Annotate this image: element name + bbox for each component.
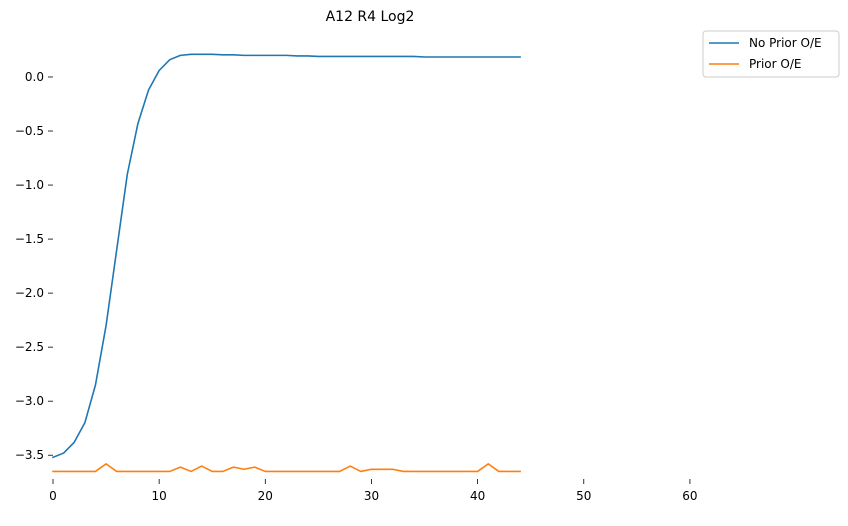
x-tick-label: 10 bbox=[152, 489, 167, 503]
y-axis: 0.0 −0.5 −1.0 −1.5 −2.0 −2.5 −3.0 −3.5 bbox=[15, 70, 53, 462]
y-tick-label: 0.0 bbox=[25, 70, 44, 84]
x-tick-label: 0 bbox=[49, 489, 57, 503]
legend: No Prior O/E Prior O/E bbox=[702, 30, 840, 78]
y-tick-label: −1.0 bbox=[15, 178, 44, 192]
y-tick-label: −0.5 bbox=[15, 124, 44, 138]
x-tick-label: 30 bbox=[364, 489, 379, 503]
legend-label-prior-oe: Prior O/E bbox=[749, 57, 801, 71]
x-tick-label: 40 bbox=[470, 489, 485, 503]
y-tick-label: −3.5 bbox=[15, 448, 44, 462]
series-line-prior-o-e bbox=[52, 463, 521, 473]
x-tick-label: 50 bbox=[576, 489, 591, 503]
y-tick-label: −2.5 bbox=[15, 340, 44, 354]
x-tick-label: 60 bbox=[682, 489, 697, 503]
y-tick-label: −2.0 bbox=[15, 286, 44, 300]
y-tick-label: −3.0 bbox=[15, 394, 44, 408]
y-tick-label: −1.5 bbox=[15, 232, 44, 246]
plot-area bbox=[51, 53, 521, 473]
x-tick-label: 20 bbox=[258, 489, 273, 503]
series-line-no-prior-o-e bbox=[51, 53, 521, 459]
chart-title: A12 R4 Log2 bbox=[326, 9, 415, 25]
legend-label-no-prior-oe: No Prior O/E bbox=[749, 36, 822, 50]
x-axis: 0 10 20 30 40 50 60 bbox=[49, 479, 698, 503]
